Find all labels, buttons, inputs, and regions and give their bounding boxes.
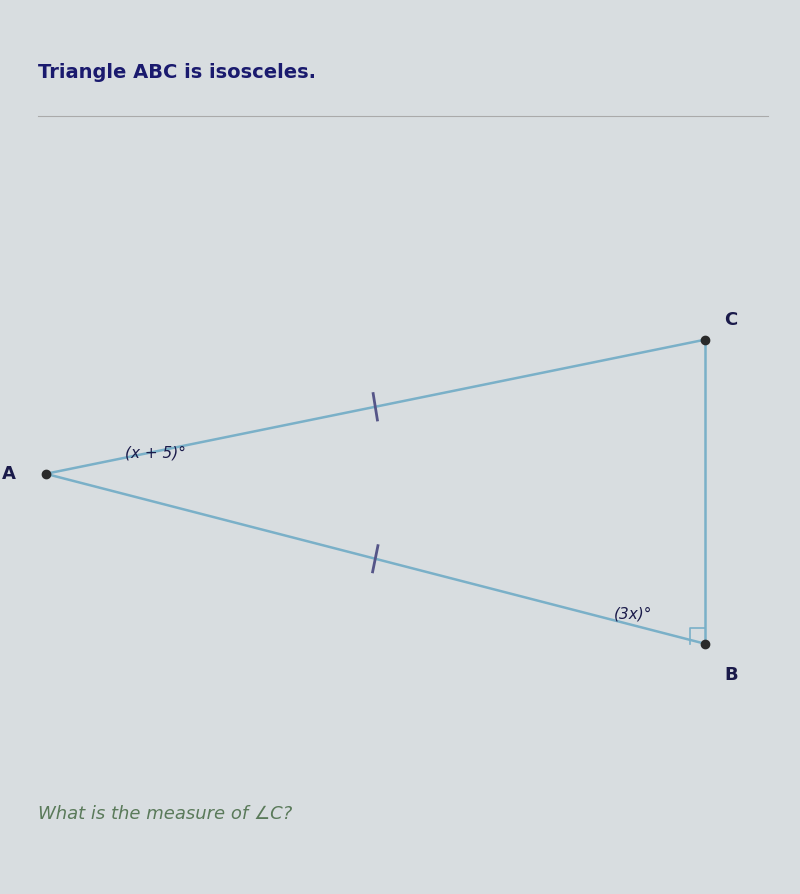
Text: B: B (725, 666, 738, 684)
Text: C: C (725, 310, 738, 329)
Text: (x + 5)°: (x + 5)° (126, 445, 186, 460)
Text: What is the measure of ∠C?: What is the measure of ∠C? (38, 805, 292, 822)
Text: Triangle ABC is isosceles.: Triangle ABC is isosceles. (38, 63, 316, 81)
Text: (3x)°: (3x)° (614, 606, 652, 621)
Text: A: A (2, 465, 16, 483)
